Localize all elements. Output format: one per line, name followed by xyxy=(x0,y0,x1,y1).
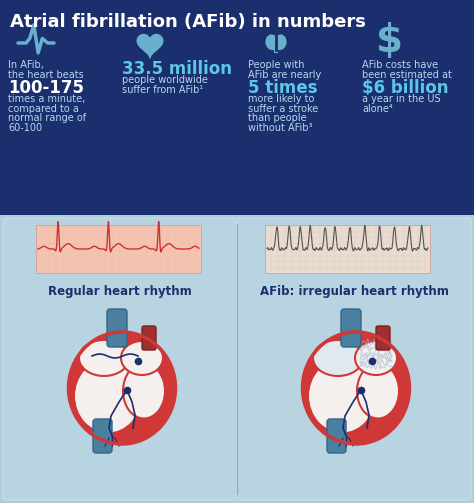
Text: alone⁴: alone⁴ xyxy=(362,104,393,114)
Bar xyxy=(36,225,201,273)
FancyBboxPatch shape xyxy=(376,326,390,350)
Text: than people: than people xyxy=(248,113,307,123)
Text: a year in the US: a year in the US xyxy=(362,94,441,104)
FancyBboxPatch shape xyxy=(327,419,346,453)
Text: 60-100: 60-100 xyxy=(8,123,42,132)
Text: 33.5 million: 33.5 million xyxy=(122,60,232,78)
Text: 5 times: 5 times xyxy=(248,79,318,97)
Text: suffer a stroke: suffer a stroke xyxy=(248,104,318,114)
Text: People with: People with xyxy=(248,60,304,70)
Text: more likely to: more likely to xyxy=(248,94,314,104)
Polygon shape xyxy=(137,35,163,58)
Text: compared to a: compared to a xyxy=(8,104,79,114)
Text: normal range of: normal range of xyxy=(8,113,86,123)
Bar xyxy=(0,0,474,215)
Text: suffer from AFib¹: suffer from AFib¹ xyxy=(122,85,203,95)
Ellipse shape xyxy=(274,34,287,50)
Ellipse shape xyxy=(121,341,163,375)
Ellipse shape xyxy=(265,34,278,50)
Text: $6 billion: $6 billion xyxy=(362,79,448,97)
Text: 100-175: 100-175 xyxy=(8,79,84,97)
Text: the heart beats: the heart beats xyxy=(8,69,84,79)
Ellipse shape xyxy=(303,333,409,443)
Text: $: $ xyxy=(376,22,403,60)
Text: times a minute,: times a minute, xyxy=(8,94,85,104)
Ellipse shape xyxy=(123,364,165,418)
FancyBboxPatch shape xyxy=(107,309,127,347)
FancyBboxPatch shape xyxy=(341,309,361,347)
Text: AFib costs have: AFib costs have xyxy=(362,60,438,70)
Text: without AFib³: without AFib³ xyxy=(248,123,312,132)
FancyBboxPatch shape xyxy=(3,218,237,500)
Bar xyxy=(0,215,474,503)
Text: AFib: irregular heart rhythm: AFib: irregular heart rhythm xyxy=(260,285,448,298)
Text: Regular heart rhythm: Regular heart rhythm xyxy=(48,285,192,298)
FancyBboxPatch shape xyxy=(93,419,112,453)
Text: been estimated at: been estimated at xyxy=(362,69,452,79)
Text: In AFib,: In AFib, xyxy=(8,60,44,70)
FancyBboxPatch shape xyxy=(237,218,471,500)
Ellipse shape xyxy=(357,364,399,418)
Text: Atrial fibrillation (AFib) in numbers: Atrial fibrillation (AFib) in numbers xyxy=(10,13,366,31)
Text: AFib are nearly: AFib are nearly xyxy=(248,69,321,79)
Ellipse shape xyxy=(70,333,174,443)
Ellipse shape xyxy=(308,359,376,434)
Ellipse shape xyxy=(355,341,397,375)
Ellipse shape xyxy=(74,359,142,434)
FancyBboxPatch shape xyxy=(142,326,156,350)
Ellipse shape xyxy=(313,340,363,376)
Text: people worldwide: people worldwide xyxy=(122,75,208,85)
Ellipse shape xyxy=(79,340,129,376)
Bar xyxy=(265,225,430,273)
